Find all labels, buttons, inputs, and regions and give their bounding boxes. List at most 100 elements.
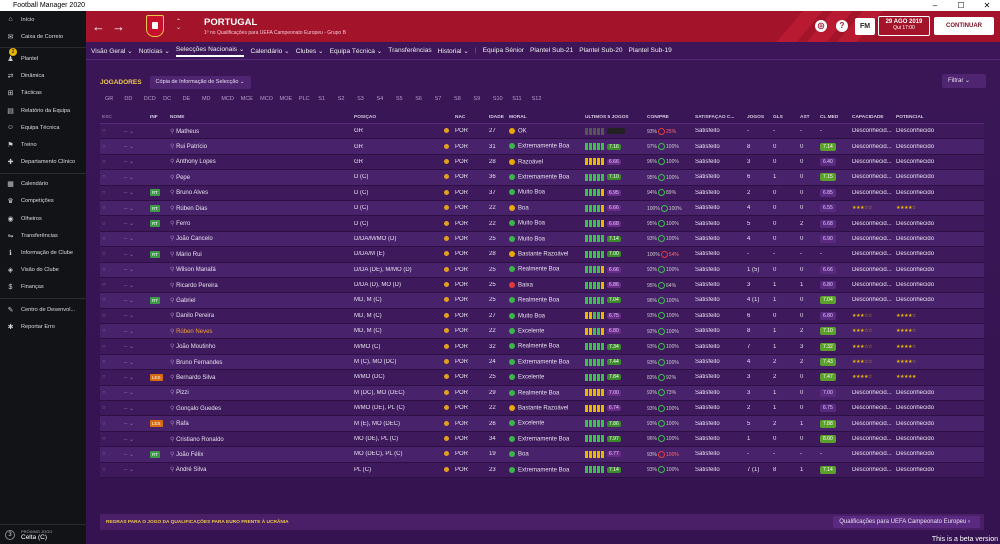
table-row[interactable]: ○ – ⌄ ⚲ Ricardo Pereira D/DA (D), MO (D) POR… — [100, 277, 984, 294]
fm-button[interactable]: FM — [855, 18, 875, 35]
row-dropdown-icon[interactable]: – ⌄ — [124, 159, 135, 166]
player-name-text[interactable]: André Silva — [175, 467, 207, 474]
player-name-text[interactable]: Bernardo Silva — [176, 374, 216, 381]
table-row[interactable]: ○ – ⌄ ⚲ Anthony Lopes GR POR 28 Razoável 6.66 96… — [100, 154, 984, 171]
sidebar-item-staff[interactable]: ☺ Equipa Técnica — [0, 119, 86, 136]
sidebar-item-calendar[interactable]: ▦ Calendário — [0, 176, 86, 193]
globe-icon[interactable]: ◎ — [815, 20, 827, 32]
table-row[interactable]: ○ – ⌄ LES ⚲ Rafa M (E), MO (DEC) POR 26 Excelen… — [100, 416, 984, 432]
player-name[interactable]: ⚲ Rúben Dias — [164, 205, 354, 212]
nav-tab[interactable]: Visão Geral ⌄ — [91, 47, 133, 55]
position-filter[interactable]: S1 — [318, 96, 326, 102]
select-checkbox[interactable]: ○ — [102, 405, 106, 412]
row-dropdown-icon[interactable]: – ⌄ — [124, 328, 135, 335]
player-name-text[interactable]: João Félix — [176, 451, 204, 458]
sidebar-item-vision[interactable]: ◈ Visão do Clube — [0, 262, 86, 279]
col-form[interactable]: ÚLTIMOS 5 JOGOS — [585, 115, 629, 120]
position-filter[interactable]: S9 — [473, 96, 481, 102]
row-dropdown-icon[interactable]: – ⌄ — [124, 236, 135, 243]
row-dropdown-icon[interactable]: – ⌄ — [124, 174, 135, 181]
position-filter[interactable]: S4 — [376, 96, 384, 102]
sidebar-item-transfer[interactable]: ⇋ Transferências — [0, 227, 86, 244]
close-button[interactable]: ✕ — [983, 1, 991, 10]
player-name[interactable]: ⚲ André Silva — [164, 466, 354, 473]
player-name[interactable]: ⚲ Rafa — [164, 420, 354, 427]
table-row[interactable]: ○ – ⌄ RT ⚲ Rúben Dias D (C) POR 22 Boa 6.66 100% 1… — [100, 200, 984, 217]
row-dropdown-icon[interactable]: – ⌄ — [124, 251, 135, 258]
nav-tab[interactable]: Equipa Técnica ⌄ — [329, 47, 383, 55]
player-name-text[interactable]: Ricardo Pereira — [176, 282, 218, 289]
table-row[interactable]: ○ – ⌄ ⚲ João Moutinho M/MO (C) POR 32 Realment… — [100, 339, 984, 355]
table-row[interactable]: ○ – ⌄ ⚲ Pepe D (C) POR 36 Extremamente Boa 7.10… — [100, 170, 984, 186]
sidebar-item-scouting[interactable]: ◉ Olheiros — [0, 210, 86, 227]
row-dropdown-icon[interactable]: – ⌄ — [124, 282, 135, 289]
nav-tab[interactable]: Clubes ⌄ — [295, 47, 324, 55]
position-filter[interactable]: PLC — [298, 96, 310, 102]
position-filter[interactable]: S2 — [337, 96, 345, 102]
select-checkbox[interactable]: ○ — [102, 389, 106, 396]
player-name[interactable]: ⚲ Wilson Manafá — [164, 266, 354, 273]
player-name-text[interactable]: Rúben Dias — [176, 205, 208, 212]
select-checkbox[interactable]: ○ — [102, 359, 106, 366]
player-name[interactable]: ⚲ Mário Rui — [164, 251, 354, 258]
position-filter[interactable]: S7 — [434, 96, 442, 102]
col-condition[interactable]: CON/PRE — [647, 115, 669, 120]
select-checkbox[interactable]: ○ — [102, 158, 106, 165]
table-row[interactable]: ○ – ⌄ ⚲ Rúben Neves MD, M (C) POR 22 Excelente… — [100, 324, 984, 340]
row-dropdown-icon[interactable]: – ⌄ — [124, 128, 135, 135]
position-filter[interactable]: GR — [105, 96, 114, 102]
player-name[interactable]: ⚲ Cristiano Ronaldo — [164, 436, 354, 443]
select-checkbox[interactable]: ○ — [102, 436, 106, 442]
nav-squad-tab[interactable]: Plantel Sub-19 — [628, 47, 672, 54]
player-name-text[interactable]: Pizzi — [176, 390, 189, 397]
nav-squad-tab[interactable]: Plantel Sub-20 — [579, 47, 623, 54]
table-row[interactable]: ○ – ⌄ ⚲ André Silva PL (C) POR 23 Extremamente… — [100, 462, 984, 478]
row-dropdown-icon[interactable]: – ⌄ — [124, 359, 135, 366]
row-dropdown-icon[interactable]: – ⌄ — [124, 344, 135, 351]
player-name-text[interactable]: Matheus — [176, 128, 200, 135]
select-checkbox[interactable]: ○ — [102, 282, 106, 289]
player-name-text[interactable]: Cristiano Ronaldo — [176, 436, 224, 443]
player-name-text[interactable]: Rúben Neves — [176, 328, 213, 335]
nav-tab[interactable]: Selecções Nacionais ⌄ — [175, 45, 245, 57]
select-checkbox[interactable]: ○ — [102, 266, 106, 273]
table-row[interactable]: ○ – ⌄ ⚲ Bruno Fernandes M (C), MO (DC) POR 24… — [100, 354, 984, 371]
select-checkbox[interactable]: ○ — [102, 343, 106, 350]
table-row[interactable]: ○ – ⌄ RT ⚲ Gabriel MD, M (C) POR 25 Realmente B… — [100, 293, 984, 309]
minimize-button[interactable]: – — [932, 1, 938, 10]
sidebar-item-medical[interactable]: ✚ Departamento Clínico — [0, 154, 86, 171]
player-name[interactable]: ⚲ Anthony Lopes — [164, 158, 354, 165]
player-name-text[interactable]: Ferro — [176, 221, 191, 228]
player-name-text[interactable]: Anthony Lopes — [175, 159, 216, 166]
competition-selector[interactable]: Qualificações para UEFA Campeonato Europ… — [833, 516, 980, 528]
col-rating[interactable]: CL MED — [820, 115, 839, 120]
player-name[interactable]: ⚲ Ferro — [164, 220, 354, 227]
col-nac[interactable]: NAC — [455, 115, 466, 120]
nav-tab[interactable]: Notícias ⌄ — [138, 47, 170, 55]
player-name[interactable]: ⚲ Danilo Pereira — [164, 312, 354, 319]
player-name-text[interactable]: Mário Rui — [176, 251, 202, 258]
col-pos[interactable]: POSIÇÃO — [354, 115, 377, 120]
nav-squad-tab[interactable]: Plantel Sub-21 — [530, 47, 574, 54]
player-name[interactable]: ⚲ Gonçalo Guedes — [164, 405, 354, 412]
sidebar-item-development[interactable]: ✎ Centro de Desenvol... — [0, 301, 86, 318]
nav-tab[interactable]: Historial ⌄ — [437, 47, 469, 55]
select-checkbox[interactable]: ○ — [102, 128, 106, 135]
row-dropdown-icon[interactable]: – ⌄ — [124, 144, 135, 151]
table-row[interactable]: ○ – ⌄ ⚲ Gonçalo Guedes M/MO (DE), PL (C) POR… — [100, 401, 984, 417]
col-potential[interactable]: POTENCIAL — [896, 115, 924, 120]
table-row[interactable]: ○ – ⌄ LES ⚲ Bernardo Silva M/MO (DC) POR 25 Exc… — [100, 370, 984, 386]
row-dropdown-icon[interactable]: – ⌄ — [124, 421, 135, 428]
player-name-text[interactable]: Gabriel — [176, 297, 196, 304]
position-filter[interactable]: DC — [163, 96, 172, 102]
table-row[interactable]: ○ – ⌄ RT ⚲ João Félix MO (DEC), PL (C) POR 19 B… — [100, 447, 984, 463]
nav-tab[interactable]: Transferências — [388, 47, 432, 54]
position-filter[interactable]: S8 — [454, 96, 461, 102]
back-arrow-icon[interactable]: ← — [92, 19, 105, 34]
position-filter[interactable]: DE — [182, 96, 191, 102]
sidebar-item-bug[interactable]: ✱ Reportar Erro — [0, 318, 86, 335]
player-name[interactable]: ⚲ Pizzi — [164, 389, 354, 396]
col-morale[interactable]: MORAL — [509, 115, 527, 120]
player-name-text[interactable]: Bruno Fernandes — [176, 359, 223, 366]
table-row[interactable]: ○ – ⌄ RT ⚲ Mário Rui D/DA/M (E) POR 28 Bastante… — [100, 247, 984, 263]
